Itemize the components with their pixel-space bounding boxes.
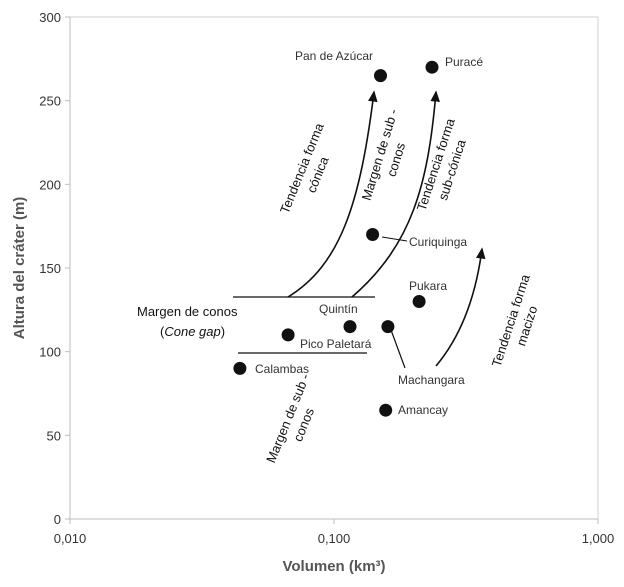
data-point <box>425 60 439 74</box>
trend-conic-arrow <box>287 90 378 298</box>
label-pukara: Pukara <box>409 279 447 293</box>
trend-massive-arrow <box>435 247 486 367</box>
annotations: Margen de conos (Cone gap) Tendencia for… <box>137 107 541 465</box>
trend-subconic-arrow <box>351 90 440 298</box>
subcone-margin-label: Margen de sub - conos <box>359 107 409 202</box>
y-tick-label: 300 <box>39 10 61 25</box>
x-tick-label: 0,100 <box>318 531 351 546</box>
y-tick-label: 150 <box>39 261 61 276</box>
label-pico-paletara: Pico Paletará <box>300 337 372 351</box>
label-quintin: Quintín <box>319 302 358 316</box>
data-point <box>343 320 357 334</box>
label-calambas: Calambas <box>255 362 309 376</box>
data-point <box>381 320 395 334</box>
label-amancay: Amancay <box>398 403 448 417</box>
label-purace: Puracé <box>445 55 483 69</box>
data-points <box>233 60 439 417</box>
y-axis-title: Altura del cráter (m) <box>11 197 28 340</box>
data-point <box>412 295 426 308</box>
annotation-lines <box>233 90 486 369</box>
label-curiquinga: Curiquinga <box>409 235 467 249</box>
data-point <box>379 403 393 417</box>
y-tick-label: 50 <box>47 428 61 443</box>
data-point <box>281 328 295 342</box>
y-tick-label: 100 <box>39 345 61 360</box>
label-machangara: Machangara <box>398 373 465 387</box>
y-tick-label: 0 <box>54 512 61 527</box>
point-labels: Pan de Azúcar Puracé Curiquinga Pukara Q… <box>255 49 483 417</box>
machangara-leader-line <box>390 329 406 369</box>
y-tick-label: 200 <box>39 177 61 192</box>
data-point <box>233 361 247 375</box>
trend-subconic-label: Tendencia forma sub-cónica <box>414 116 469 213</box>
curiquinga-leader-line <box>381 236 408 242</box>
x-axis-title: Volumen (km³) <box>282 558 385 575</box>
plot-area <box>69 16 599 520</box>
y-axis-ticks: 0 50 100 150 200 250 300 <box>39 10 70 527</box>
data-point <box>374 69 387 83</box>
trend-conic-label: Tendencia forma cónica <box>277 120 332 215</box>
cone-gap-label-line2: (Cone gap) <box>160 324 225 339</box>
label-pan-de-azucar: Pan de Azúcar <box>295 49 373 63</box>
cone-gap-label-line1: Margen de conos <box>137 304 238 319</box>
x-tick-label: 0,010 <box>54 531 87 546</box>
data-point <box>366 228 380 241</box>
x-tick-label: 1,000 <box>582 531 615 546</box>
trend-massive-label: Tendencia forma macizo <box>489 272 541 369</box>
y-tick-label: 250 <box>39 94 61 109</box>
x-axis-ticks: 0,010 0,100 1,000 <box>54 519 615 546</box>
subcone-margin-low-label: Margen de sub - conos <box>263 372 317 465</box>
